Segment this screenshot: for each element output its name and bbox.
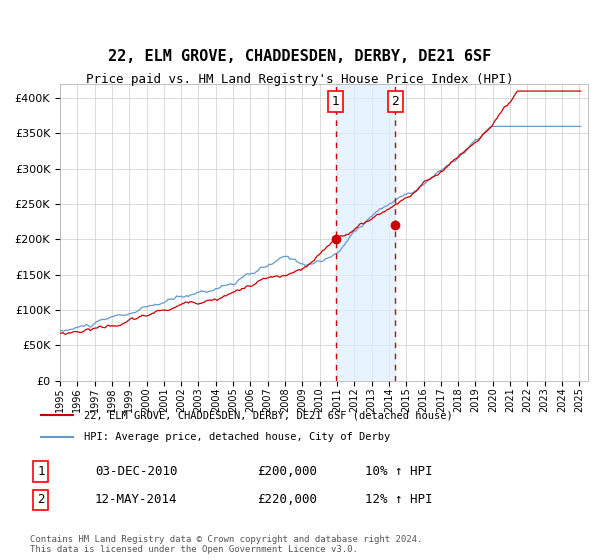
Text: 10% ↑ HPI: 10% ↑ HPI — [365, 465, 432, 478]
Text: 12% ↑ HPI: 12% ↑ HPI — [365, 493, 432, 506]
Text: Price paid vs. HM Land Registry's House Price Index (HPI): Price paid vs. HM Land Registry's House … — [86, 73, 514, 86]
Text: 22, ELM GROVE, CHADDESDEN, DERBY, DE21 6SF: 22, ELM GROVE, CHADDESDEN, DERBY, DE21 6… — [109, 49, 491, 64]
Text: 12-MAY-2014: 12-MAY-2014 — [95, 493, 178, 506]
Bar — [335, 84, 395, 381]
Text: 2: 2 — [37, 493, 44, 506]
Text: 03-DEC-2010: 03-DEC-2010 — [95, 465, 178, 478]
Text: Contains HM Land Registry data © Crown copyright and database right 2024.
This d: Contains HM Land Registry data © Crown c… — [30, 535, 422, 554]
Text: HPI: Average price, detached house, City of Derby: HPI: Average price, detached house, City… — [84, 432, 390, 442]
Text: 22, ELM GROVE, CHADDESDEN, DERBY, DE21 6SF (detached house): 22, ELM GROVE, CHADDESDEN, DERBY, DE21 6… — [84, 410, 453, 420]
Text: £200,000: £200,000 — [257, 465, 317, 478]
Text: 2: 2 — [391, 95, 399, 108]
Text: 1: 1 — [37, 465, 44, 478]
Text: £220,000: £220,000 — [257, 493, 317, 506]
Text: 1: 1 — [332, 95, 340, 108]
